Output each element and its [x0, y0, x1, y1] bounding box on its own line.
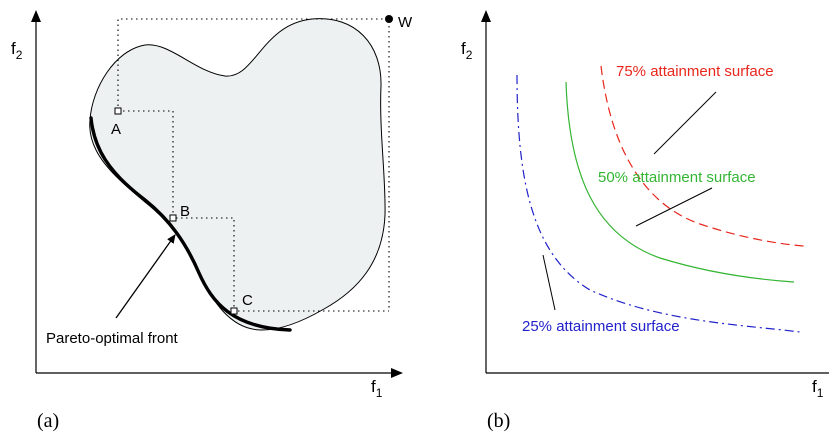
- panel-b-caption: (b): [487, 410, 510, 432]
- panel-a-caption: (a): [37, 410, 59, 432]
- panel-a-x-axis-arrowhead: [391, 368, 403, 378]
- surface-50-curve: [565, 81, 795, 283]
- panel-a: A B C W Pareto-optimal front f2 f1 (a): [11, 10, 413, 432]
- panel-b: 75% attainment surface 50% attainment su…: [461, 10, 829, 432]
- point-a-label: A: [111, 121, 121, 138]
- point-b-label: B: [180, 203, 190, 220]
- panel-b-y-axis-label: f2: [461, 39, 473, 62]
- point-b-marker: [169, 214, 177, 222]
- panel-a-y-axis-arrowhead: [31, 10, 41, 22]
- point-c-label: C: [242, 292, 253, 309]
- surface-75-label: 75% attainment surface: [616, 63, 774, 80]
- panel-b-x-axis-label: f1: [812, 377, 824, 400]
- surface-75-curve: [600, 65, 805, 247]
- point-w-label: W: [398, 14, 413, 31]
- surface-50-label: 50% attainment surface: [598, 169, 756, 186]
- pareto-front-pointer-arrow: [115, 234, 176, 319]
- surface-25-pointer: [542, 254, 556, 311]
- surface-25-label: 25% attainment surface: [522, 318, 680, 335]
- panel-b-y-axis-arrowhead: [481, 10, 491, 22]
- dominated-box-outline: [117, 18, 390, 311]
- point-a-marker: [114, 107, 122, 115]
- pareto-front-label: Pareto-optimal front: [46, 330, 179, 347]
- attainment-staircase: [118, 110, 389, 312]
- surface-25-curve: [516, 74, 801, 333]
- panel-a-x-axis-label: f1: [371, 377, 383, 400]
- surface-50-pointer: [635, 187, 713, 227]
- point-w-marker: [385, 15, 393, 23]
- surface-75-pointer: [653, 91, 717, 155]
- feasible-region: [89, 18, 386, 331]
- panel-a-y-axis-label: f2: [11, 39, 23, 62]
- point-c-marker: [230, 307, 238, 315]
